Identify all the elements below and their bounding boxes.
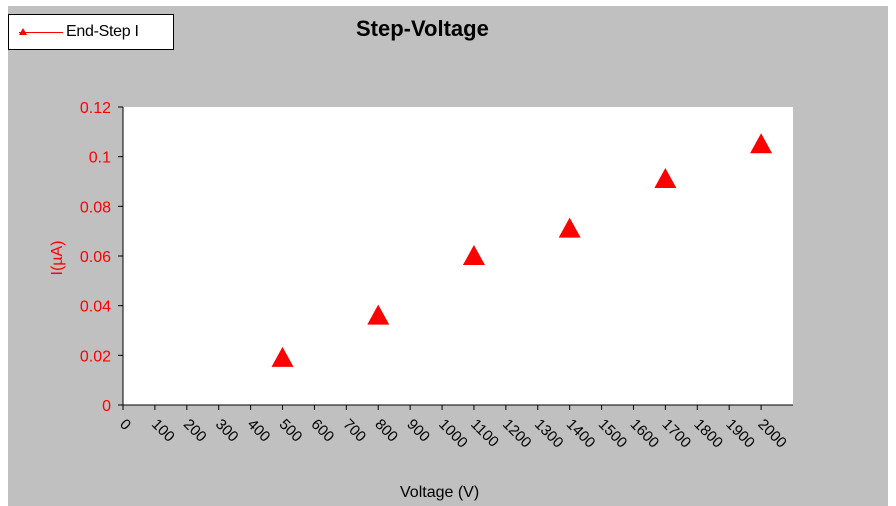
y-axis-ticks: 0 0.02 0.04 0.06 0.08 0.1 0.12 xyxy=(80,100,123,415)
data-point-triangle xyxy=(558,217,581,238)
legend-triangle-icon xyxy=(19,28,27,35)
data-point-triangle xyxy=(750,133,773,154)
y-tick-label: 0.08 xyxy=(80,199,111,216)
y-tick-label: 0.12 xyxy=(80,100,111,117)
legend-line-swatch xyxy=(19,32,63,33)
y-tick-label: 0.06 xyxy=(80,249,111,266)
legend-label: End-Step I xyxy=(66,23,139,40)
plot-area xyxy=(123,107,793,405)
data-point-triangle xyxy=(367,304,390,325)
y-tick-label: 0.04 xyxy=(80,299,111,316)
chart-title: Step-Voltage xyxy=(356,16,489,41)
y-tick-label: 0 xyxy=(102,398,111,415)
y-axis-title: I(µA) xyxy=(49,241,66,276)
y-tick-label: 0.02 xyxy=(80,348,111,365)
data-point-triangle xyxy=(462,245,485,265)
x-axis-title: Voltage (V) xyxy=(400,484,480,501)
data-point-triangle xyxy=(271,346,294,367)
data-point-triangle xyxy=(654,168,677,189)
legend: End-Step I xyxy=(8,14,174,50)
series-points xyxy=(271,133,773,367)
y-tick-label: 0.1 xyxy=(89,150,111,167)
